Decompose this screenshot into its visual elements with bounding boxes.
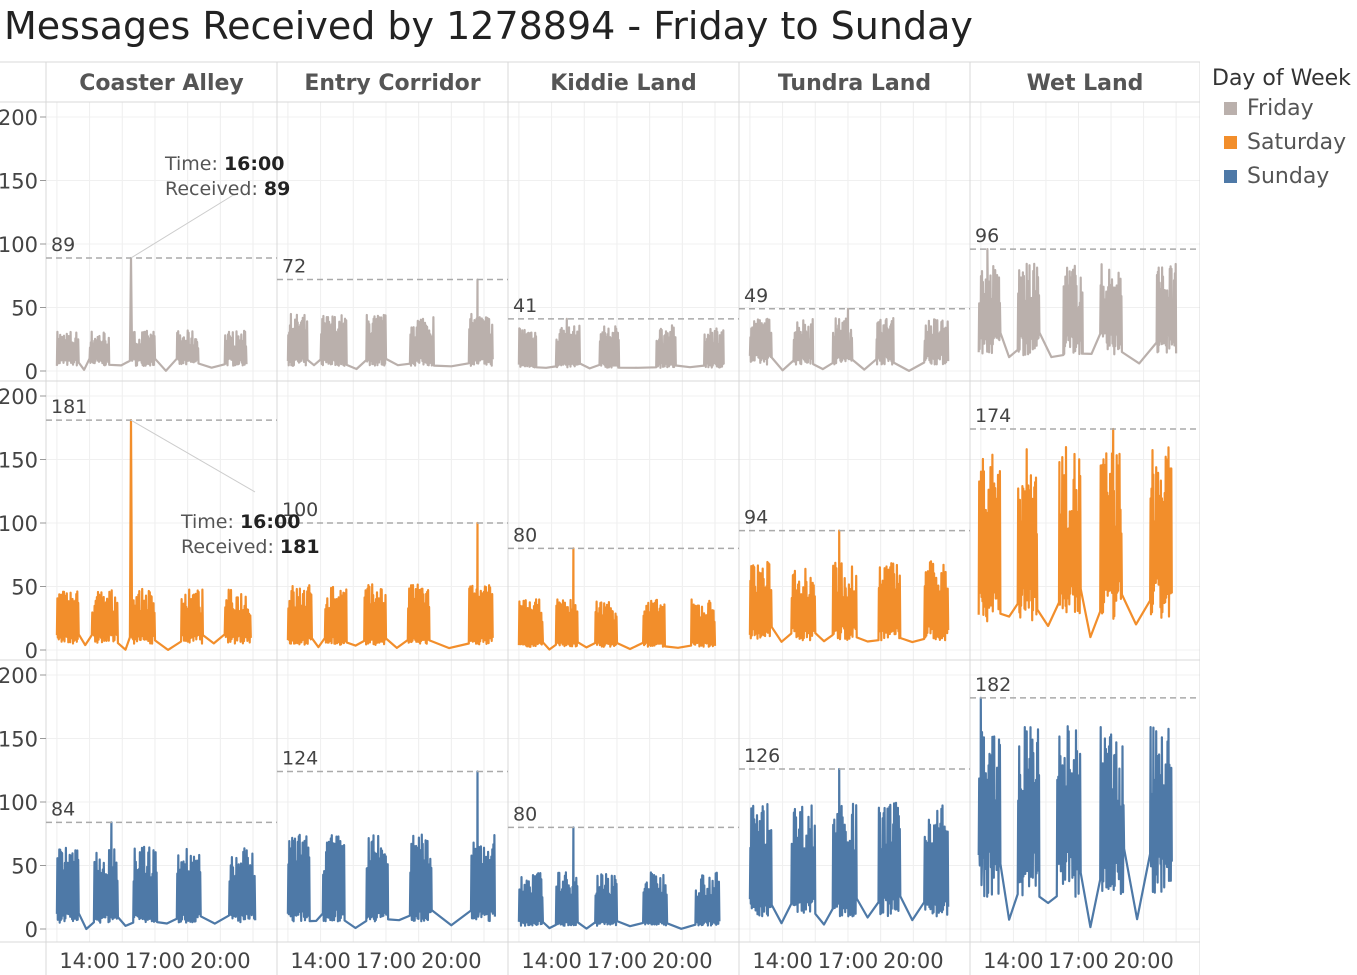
y-tick-label: 100 bbox=[0, 233, 38, 257]
tooltip-leader-line bbox=[130, 193, 236, 259]
series-line-saturday-tundra-land bbox=[748, 529, 950, 644]
x-tick-label: 17:00 bbox=[356, 949, 417, 973]
max-label: 182 bbox=[975, 674, 1011, 696]
chart-title: Messages Received by 1278894 - Friday to… bbox=[4, 4, 973, 48]
max-label: 100 bbox=[282, 499, 318, 521]
tooltip-leader-line bbox=[130, 419, 256, 493]
y-tick-label: 200 bbox=[0, 664, 38, 688]
column-header-tundra-land: Tundra Land bbox=[778, 71, 931, 96]
tooltip-received-value: 181 bbox=[280, 536, 320, 558]
max-label: 84 bbox=[51, 798, 75, 820]
series-line-saturday-coaster-alley bbox=[55, 419, 252, 651]
x-tick-label: 14:00 bbox=[983, 949, 1044, 973]
x-tick-label: 20:00 bbox=[421, 949, 482, 973]
y-tick-label: 150 bbox=[0, 728, 38, 752]
series-line-sunday-entry-corridor bbox=[286, 770, 496, 930]
legend-item-saturday[interactable]: Saturday bbox=[1212, 125, 1351, 159]
x-tick-label: 20:00 bbox=[883, 949, 944, 973]
max-label: 96 bbox=[975, 225, 999, 247]
series-line-friday-coaster-alley bbox=[55, 256, 248, 372]
y-tick-label: 200 bbox=[0, 385, 38, 409]
series-line-saturday-entry-corridor bbox=[286, 521, 494, 650]
max-label: 174 bbox=[975, 405, 1011, 427]
y-tick-label: 0 bbox=[25, 639, 38, 663]
legend: Day of Week Friday Saturday Sunday bbox=[1212, 66, 1351, 193]
max-label: 89 bbox=[51, 234, 75, 256]
series-line-friday-kiddie-land bbox=[517, 317, 725, 370]
column-header-kiddie-land: Kiddie Land bbox=[550, 71, 696, 96]
series-line-saturday-kiddie-land bbox=[517, 547, 717, 651]
max-label: 124 bbox=[282, 748, 318, 770]
legend-item-sunday[interactable]: Sunday bbox=[1212, 159, 1351, 193]
legend-swatch bbox=[1224, 169, 1237, 183]
series-line-sunday-wet-land bbox=[977, 696, 1173, 929]
x-tick-label: 14:00 bbox=[521, 949, 582, 973]
series-line-friday-entry-corridor bbox=[286, 278, 494, 371]
tooltip-time-label: Time: 16:00 bbox=[180, 511, 300, 533]
y-tick-label: 0 bbox=[25, 918, 38, 942]
series-line-friday-tundra-land bbox=[748, 307, 950, 372]
x-tick-label: 17:00 bbox=[125, 949, 186, 973]
legend-label: Saturday bbox=[1247, 129, 1347, 155]
x-tick-label: 20:00 bbox=[652, 949, 713, 973]
legend-items: Friday Saturday Sunday bbox=[1212, 91, 1351, 193]
x-tick-label: 17:00 bbox=[818, 949, 879, 973]
y-tick-label: 0 bbox=[25, 360, 38, 384]
tooltip-time-label: Time: 16:00 bbox=[164, 153, 284, 175]
column-header-wet-land: Wet Land bbox=[1027, 71, 1144, 96]
x-tick-label: 14:00 bbox=[290, 949, 351, 973]
max-label: 181 bbox=[51, 396, 87, 418]
legend-label: Friday bbox=[1247, 95, 1314, 121]
legend-swatch bbox=[1224, 135, 1237, 149]
y-tick-label: 150 bbox=[0, 449, 38, 473]
max-label: 126 bbox=[744, 745, 780, 767]
y-tick-label: 150 bbox=[0, 170, 38, 194]
tooltip-received-value: 89 bbox=[264, 178, 290, 200]
legend-label: Sunday bbox=[1247, 163, 1330, 189]
max-label: 41 bbox=[513, 295, 537, 317]
column-header-entry-corridor: Entry Corridor bbox=[304, 71, 480, 96]
legend-swatch bbox=[1224, 101, 1237, 115]
y-tick-label: 100 bbox=[0, 512, 38, 536]
series-line-sunday-kiddie-land bbox=[517, 826, 721, 930]
y-tick-label: 50 bbox=[11, 576, 38, 600]
column-header-coaster-alley: Coaster Alley bbox=[79, 71, 244, 96]
series-line-sunday-coaster-alley bbox=[55, 821, 257, 931]
x-tick-label: 20:00 bbox=[1113, 949, 1174, 973]
max-label: 80 bbox=[513, 803, 537, 825]
x-tick-label: 14:00 bbox=[59, 949, 120, 973]
x-tick-label: 20:00 bbox=[190, 949, 251, 973]
series-line-saturday-wet-land bbox=[977, 427, 1173, 639]
y-tick-label: 50 bbox=[11, 855, 38, 879]
x-tick-label: 17:00 bbox=[1048, 949, 1109, 973]
y-tick-label: 100 bbox=[0, 791, 38, 815]
series-line-sunday-tundra-land bbox=[748, 767, 950, 926]
legend-item-friday[interactable]: Friday bbox=[1212, 91, 1351, 125]
tooltip-received-label: Received: 89 bbox=[165, 178, 290, 200]
tooltip-time-value: 16:00 bbox=[240, 511, 300, 533]
series-line-friday-wet-land bbox=[977, 248, 1178, 365]
max-label: 72 bbox=[282, 256, 306, 278]
tooltip-time-value: 16:00 bbox=[224, 153, 284, 175]
small-multiples-chart: Coaster Alley Entry Corridor Kiddie Land Tu… bbox=[0, 61, 1200, 975]
y-tick-label: 50 bbox=[11, 297, 38, 321]
max-label: 94 bbox=[744, 507, 768, 529]
x-tick-label: 17:00 bbox=[587, 949, 648, 973]
tooltip-received-label: Received: 181 bbox=[181, 536, 320, 558]
max-label: 49 bbox=[744, 285, 768, 307]
max-label: 80 bbox=[513, 524, 537, 546]
x-tick-label: 14:00 bbox=[752, 949, 813, 973]
y-tick-label: 200 bbox=[0, 106, 38, 130]
legend-title: Day of Week bbox=[1212, 66, 1351, 91]
